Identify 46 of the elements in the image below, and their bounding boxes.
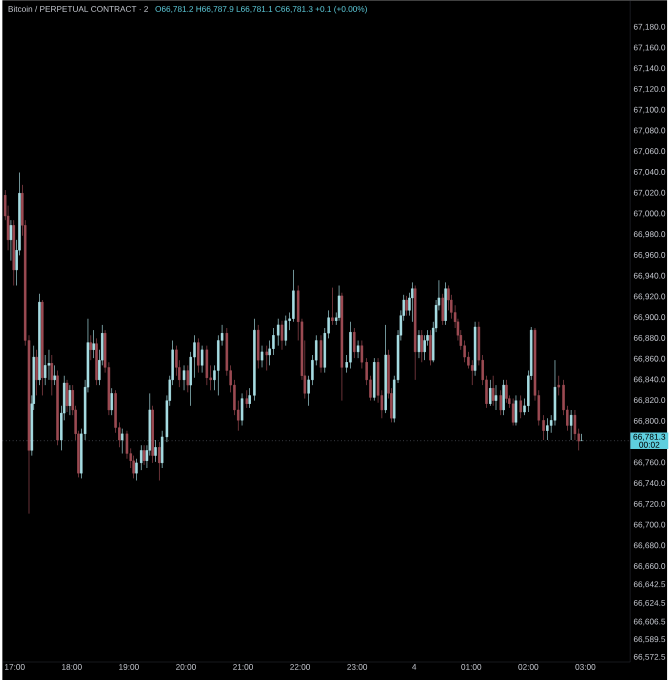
x-tick-label: 19:00 [119,664,139,670]
x-tick-label: 4 [412,664,416,670]
y-tick-label: 66,800.0 [634,418,666,425]
ref-line-label: 66,781.3 [633,434,666,441]
y-tick-label: 66,642.5 [634,581,666,588]
y-tick-label: 66,572.5 [634,654,666,661]
y-tick-label: 66,660.0 [634,563,666,570]
y-tick-label: 66,840.0 [634,376,666,384]
y-tick-label: 66,606.5 [634,618,666,626]
y-tick-label: 66,900.0 [634,314,666,322]
y-tick-label: 66,740.0 [634,480,666,488]
y-tick-label: 66,624.5 [634,600,666,607]
y-tick-label: 66,680.0 [634,542,666,550]
y-tick-label: 66,860.0 [634,356,666,363]
x-tick-label: 22:00 [290,664,310,670]
y-tick-label: 67,120.0 [634,86,666,93]
x-tick-label: 17:00 [5,664,25,670]
annotation: O66,781.2 H66,787.9 L66,781.1 C66,781.3 +0.1 (+0.00%) [155,6,367,14]
y-tick-label: 67,000.0 [634,210,666,218]
x-tick-label: 02:00 [518,664,538,670]
y-tick-label: 66,940.0 [634,272,666,280]
y-tick-label: 66,700.0 [634,522,666,528]
x-tick-label: 18:00 [62,664,82,670]
x-tick-label: 01:00 [461,664,482,670]
y-tick-label: 66,760.0 [634,459,666,466]
x-tick-label: 20:00 [176,664,196,670]
y-tick-label: 67,180.0 [634,24,666,31]
y-tick-label: 67,020.0 [634,190,666,197]
y-tick-label: 66,880.0 [634,334,666,342]
y-tick-label: 66,589.5 [634,636,666,644]
text: 00:02 [639,442,660,448]
y-tick-label: 67,100.0 [634,106,666,114]
y-tick-label: 66,960.0 [634,252,666,259]
y-tick-label: 66,980.0 [634,231,666,238]
y-tick-label: 66,820.0 [634,397,666,404]
y-tick-label: 67,040.0 [634,169,666,176]
y-tick-label: 67,060.0 [634,148,666,156]
y-tick-label: 67,080.0 [634,128,666,134]
x-tick-label: 03:00 [575,664,596,670]
y-tick-label: 66,920.0 [634,294,666,300]
y-tick-label: 67,140.0 [634,65,666,72]
y-tick-label: 66,720.0 [634,500,666,508]
text: Bitcoin / PERPETUAL CONTRACT · 2 [8,6,148,12]
y-tick-label: 67,160.0 [634,44,666,52]
x-tick-label: 21:00 [233,664,253,670]
x-tick-label: 23:00 [347,664,368,670]
